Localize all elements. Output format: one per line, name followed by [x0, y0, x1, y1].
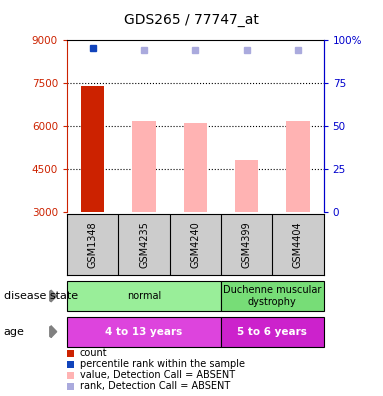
Bar: [235, 160, 258, 212]
Text: disease state: disease state: [4, 291, 78, 301]
Text: GSM4399: GSM4399: [242, 221, 252, 268]
Text: value, Detection Call = ABSENT: value, Detection Call = ABSENT: [80, 370, 235, 381]
Bar: [67, 317, 221, 346]
Text: percentile rank within the sample: percentile rank within the sample: [80, 359, 245, 369]
Bar: [286, 122, 309, 212]
Bar: [67, 281, 221, 311]
Bar: [133, 122, 155, 212]
Text: rank, Detection Call = ABSENT: rank, Detection Call = ABSENT: [80, 381, 230, 392]
Text: GSM4404: GSM4404: [293, 221, 303, 268]
Bar: [81, 86, 104, 212]
Text: count: count: [80, 348, 107, 358]
Text: Duchenne muscular
dystrophy: Duchenne muscular dystrophy: [223, 285, 321, 307]
Text: GSM4240: GSM4240: [190, 221, 200, 268]
Bar: [221, 281, 324, 311]
Text: age: age: [4, 327, 25, 337]
Text: GSM4235: GSM4235: [139, 221, 149, 268]
Text: 5 to 6 years: 5 to 6 years: [237, 327, 307, 337]
Text: 4 to 13 years: 4 to 13 years: [105, 327, 183, 337]
Bar: [221, 317, 324, 346]
Text: GDS265 / 77747_at: GDS265 / 77747_at: [124, 13, 259, 27]
Bar: [184, 123, 207, 212]
Text: normal: normal: [127, 291, 161, 301]
Text: GSM1348: GSM1348: [88, 221, 98, 268]
